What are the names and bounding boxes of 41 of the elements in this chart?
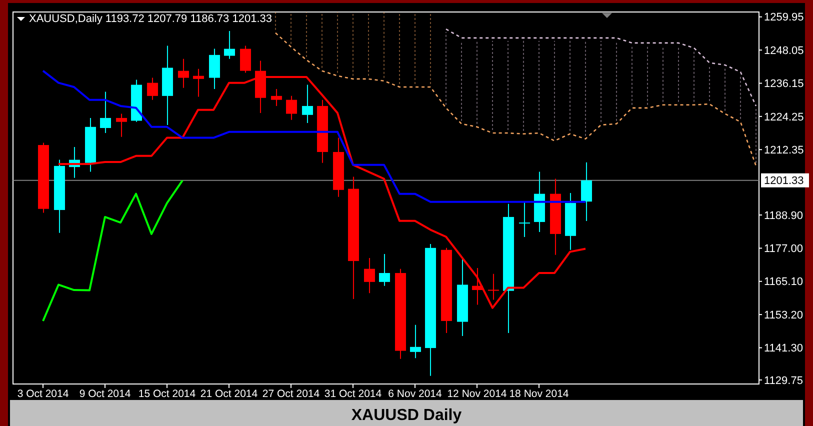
candlestick [519,201,530,238]
candlestick [178,58,189,88]
candlestick [286,95,297,120]
y-tick-label: 1212.35 [764,144,804,156]
y-tick-label: 1259.95 [764,12,804,24]
x-tick-label: 9 Oct 2014 [79,388,131,400]
x-tick-label: 18 Nov 2014 [509,388,569,400]
candlestick [410,324,421,359]
y-tick-label: 1153.20 [764,309,803,322]
x-tick-label: 3 Oct 2014 [17,388,69,400]
candlestick [271,88,282,106]
x-tick-label: 15 Oct 2014 [138,388,196,400]
candlestick [116,113,127,138]
x-tick-label: 6 Nov 2014 [388,388,442,400]
candlestick [100,91,111,134]
y-tick-label: 1177.00 [764,243,803,256]
x-tick-label: 21 Oct 2014 [200,388,258,400]
y-tick-label: 1236.15 [764,78,804,90]
candlestick [581,162,592,222]
y-tick-label: 1188.90 [764,210,803,222]
chart-subtitle: XAUUSD,Daily 1193.72 1207.79 1186.73 1201.33 [29,13,272,25]
x-tick-label: 12 Nov 2014 [447,388,507,400]
candlestick [209,48,220,90]
y-tick-label: 1141.30 [764,342,803,355]
candlestick [224,30,235,60]
x-tick-label: 27 Oct 2014 [262,388,320,400]
candlestick [240,45,251,74]
candlestick [379,254,390,286]
y-tick-label: 1224.25 [764,111,804,124]
ref-line-label: 1201.33 [764,175,804,188]
y-tick-label: 1165.10 [764,276,803,288]
candlestick [193,68,204,98]
candlestick [147,77,158,100]
candlestick [302,84,313,124]
y-tick-label: 1248.05 [764,44,804,57]
y-tick-label: 1129.75 [764,374,803,387]
candlestick [364,257,375,294]
candlestick [488,273,499,300]
x-tick-label: 31 Oct 2014 [324,388,382,400]
line-series [42,179,184,322]
text: XAUUSD Daily [351,407,462,424]
